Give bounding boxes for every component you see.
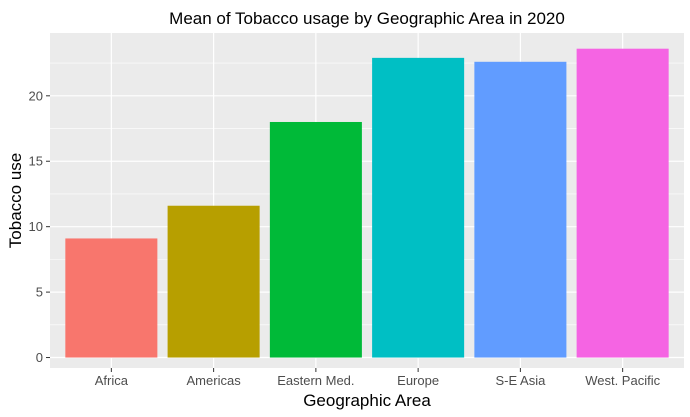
y-axis-ticks: 0 5 10 15 20 — [29, 88, 50, 365]
x-tick-label: Americas — [187, 373, 242, 388]
bars — [65, 48, 669, 358]
y-tick-label: 15 — [29, 154, 43, 169]
x-tick-label: Eastern Med. — [277, 373, 354, 388]
y-tick-label: 20 — [29, 88, 43, 103]
x-tick-label: Europe — [397, 373, 439, 388]
bar — [167, 205, 260, 358]
x-tick-label: Africa — [95, 373, 129, 388]
x-axis-title: Geographic Area — [303, 391, 431, 410]
bar — [65, 238, 158, 358]
y-tick-label: 10 — [29, 219, 43, 234]
y-tick-label: 5 — [36, 285, 43, 300]
x-tick-label: West. Pacific — [585, 373, 660, 388]
bar — [269, 121, 362, 358]
bar — [576, 48, 669, 358]
x-tick-label: S-E Asia — [495, 373, 546, 388]
bar — [474, 61, 567, 358]
y-tick-label: 0 — [36, 350, 43, 365]
x-axis-ticks: Africa Americas Eastern Med. Europe S-E Asia… — [95, 368, 661, 388]
y-axis-title: Tobacco use — [6, 153, 25, 248]
chart-title: Mean of Tobacco usage by Geographic Area… — [169, 9, 565, 28]
bar — [372, 57, 465, 358]
